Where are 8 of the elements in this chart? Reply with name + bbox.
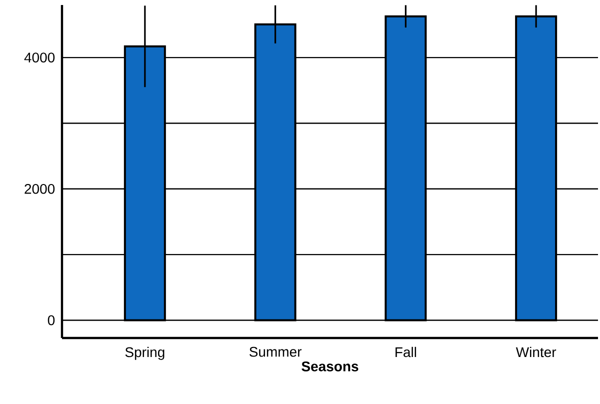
x-tick-label: Spring bbox=[125, 346, 164, 360]
y-tick-label: 0 bbox=[48, 315, 55, 326]
x-axis-title: Seasons bbox=[302, 361, 358, 372]
y-tick-label: 4000 bbox=[24, 52, 55, 62]
x-tick-label: Summer bbox=[250, 346, 302, 357]
y-tick-label: 2000 bbox=[24, 184, 55, 194]
x-tick-label: Fall bbox=[396, 346, 416, 358]
x-tick-label: Winter bbox=[516, 346, 556, 358]
